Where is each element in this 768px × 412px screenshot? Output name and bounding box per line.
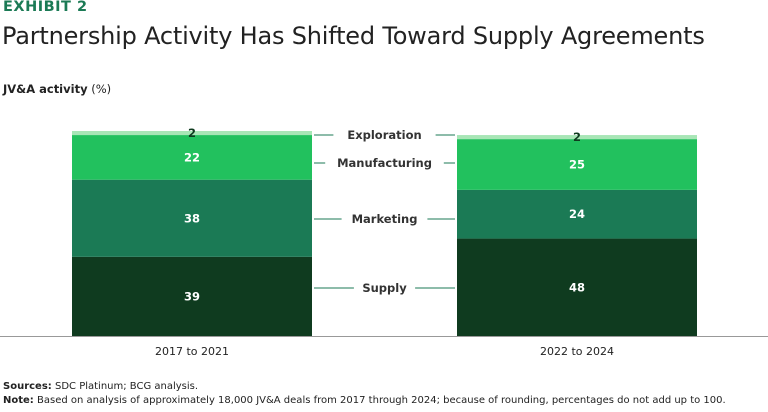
data-label-manufacturing-2: 25 — [569, 157, 585, 171]
data-label-manufacturing-1: 22 — [184, 150, 200, 164]
legend-label-supply: Supply — [362, 281, 407, 295]
legend-label-manufacturing: Manufacturing — [337, 156, 432, 170]
note-text: Based on analysis of approximately 18,00… — [37, 395, 726, 406]
legend-label-marketing: Marketing — [352, 212, 418, 226]
chart-title: Partnership Activity Has Shifted Toward … — [2, 22, 705, 50]
sources-text: SDC Platinum; BCG analysis. — [54, 381, 199, 392]
exhibit-label: EXHIBIT 2 — [3, 0, 88, 15]
sources-label: Sources: — [3, 381, 52, 392]
data-label-exploration-1: 2 — [188, 126, 196, 140]
bar-segment-manufacturing-1 — [72, 135, 312, 180]
note-line: Note: Based on analysis of approximately… — [3, 395, 726, 406]
legend-label-exploration: Exploration — [347, 128, 421, 142]
data-label-supply-1: 39 — [184, 289, 200, 303]
bar-segment-marketing-1 — [72, 179, 312, 257]
bar-segment-marketing-2 — [457, 189, 697, 239]
subtitle-unit: (%) — [91, 82, 112, 96]
data-label-exploration-2: 2 — [573, 130, 581, 144]
x-tick-label-2: 2022 to 2024 — [540, 345, 614, 358]
data-label-supply-2: 48 — [569, 280, 585, 294]
note-label: Note: — [3, 395, 34, 406]
bar-segment-exploration-2 — [457, 135, 697, 140]
chart-subtitle: JV&A activity (%) — [3, 82, 111, 96]
x-tick-label-1: 2017 to 2021 — [155, 345, 229, 358]
sources-line: Sources: SDC Platinum; BCG analysis. — [3, 381, 198, 392]
bar-segment-supply-1 — [72, 256, 312, 336]
data-label-marketing-1: 38 — [184, 211, 200, 225]
subtitle-bold: JV&A activity — [3, 82, 88, 96]
bar-segment-exploration-1 — [72, 131, 312, 136]
bar-segment-supply-2 — [457, 238, 697, 336]
data-label-marketing-2: 24 — [569, 207, 585, 221]
bar-segment-manufacturing-2 — [457, 139, 697, 190]
